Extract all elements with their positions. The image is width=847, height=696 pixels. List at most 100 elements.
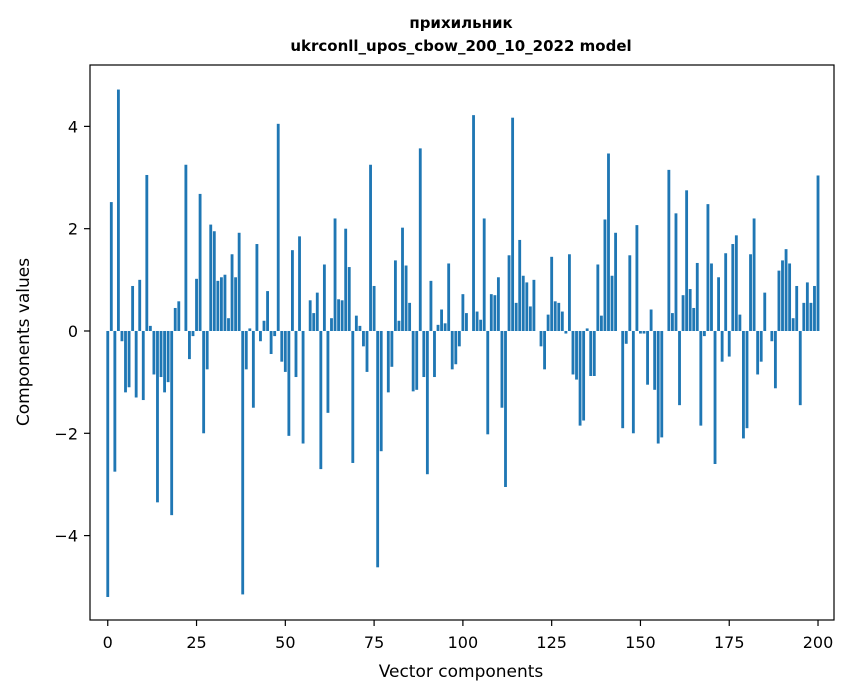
x-tick-label: 100 [448, 633, 479, 652]
bar [759, 330, 763, 362]
bar [770, 330, 774, 342]
y-tick-label: −2 [54, 424, 78, 443]
x-tick-label: 0 [103, 633, 113, 652]
x-tick-label: 50 [275, 633, 295, 652]
bar [756, 330, 760, 375]
bar [163, 330, 166, 393]
bar [639, 330, 642, 334]
bar [631, 330, 635, 434]
bar [493, 295, 497, 331]
bar [379, 330, 383, 452]
y-tick-label: −4 [54, 527, 78, 546]
bar [259, 330, 262, 342]
x-tick-label: 25 [186, 633, 206, 652]
bar [798, 330, 802, 406]
bar [624, 330, 628, 344]
bar [291, 250, 294, 331]
bar [717, 277, 720, 331]
bar [124, 330, 127, 393]
bar [667, 169, 671, 331]
bar [408, 302, 412, 331]
bar [248, 328, 252, 331]
bar [106, 330, 110, 597]
bar [809, 302, 813, 331]
bar [610, 275, 614, 331]
bar [269, 330, 273, 355]
bar [685, 190, 689, 331]
chart-title: прихильник [409, 14, 512, 32]
y-axis-label: Components values [14, 258, 34, 426]
bar [781, 260, 784, 331]
bar [670, 313, 674, 331]
bar [713, 330, 717, 464]
bar [560, 311, 564, 331]
bar [393, 260, 397, 331]
bar [461, 294, 465, 331]
bar [784, 249, 788, 331]
bar [390, 330, 394, 367]
bar [553, 301, 557, 331]
bar [482, 218, 486, 331]
bar [351, 330, 355, 463]
bar [152, 330, 156, 375]
bar [635, 225, 639, 331]
bar [450, 330, 454, 370]
bar [539, 330, 543, 347]
bar [692, 307, 696, 331]
bar [674, 213, 678, 331]
bar [301, 330, 305, 444]
bar [198, 193, 202, 331]
x-tick-label: 75 [364, 633, 384, 652]
bar [184, 164, 188, 331]
bar [131, 285, 135, 331]
bar [447, 263, 451, 331]
bar [727, 330, 731, 357]
x-tick-label: 200 [803, 633, 834, 652]
bar [372, 285, 376, 331]
bar [511, 117, 515, 331]
bar [571, 330, 575, 375]
bar [543, 330, 546, 370]
bar [653, 330, 657, 390]
bar [734, 235, 738, 331]
bar [596, 264, 600, 331]
bar [216, 280, 220, 331]
bar [568, 254, 571, 331]
bar [418, 148, 422, 331]
bar [177, 301, 181, 331]
bar [109, 202, 113, 331]
bar [763, 292, 767, 331]
bar [550, 256, 554, 331]
bar [805, 282, 809, 331]
bar [802, 302, 806, 331]
bar [433, 330, 436, 378]
bar [333, 218, 337, 331]
bar [678, 330, 681, 406]
bar [496, 277, 500, 331]
bar [315, 292, 319, 331]
bar [156, 330, 159, 503]
y-tick-label: 0 [68, 322, 78, 341]
bar [330, 318, 333, 331]
bar [148, 325, 152, 331]
bar [607, 153, 610, 331]
bar [237, 232, 241, 331]
bar [525, 282, 529, 331]
bar [742, 330, 745, 439]
bar [500, 330, 504, 408]
bar [404, 265, 408, 331]
bar [322, 264, 326, 331]
bar [773, 330, 777, 389]
bar [646, 330, 649, 385]
bar [241, 330, 245, 595]
bar [457, 330, 461, 347]
bar [415, 330, 419, 390]
bar [401, 227, 404, 331]
bar [603, 219, 607, 331]
bar [656, 330, 660, 444]
bar [273, 330, 277, 337]
x-axis-label: Vector components [379, 662, 544, 682]
bar [202, 330, 206, 434]
bars-group [106, 89, 820, 597]
bar [791, 318, 795, 331]
